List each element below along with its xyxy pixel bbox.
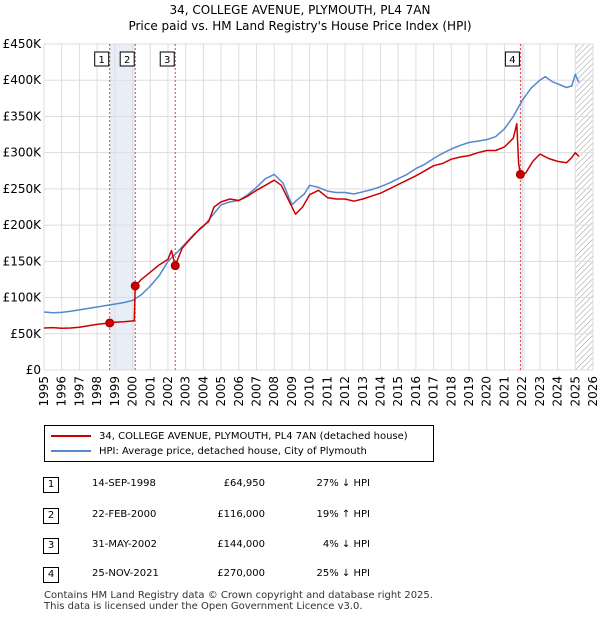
transaction-price: £116,000: [217, 509, 265, 520]
transaction-hpi: 19% ↑ HPI: [316, 509, 370, 520]
transaction-badge-label: 2: [124, 55, 130, 66]
transaction-date: 14-SEP-1998: [92, 478, 156, 489]
chart-title: 34, COLLEGE AVENUE, PLYMOUTH, PL4 7AN: [169, 3, 431, 17]
x-tick-label: 2006: [232, 376, 246, 407]
transaction-price: £144,000: [217, 539, 265, 550]
transaction-badge: 3: [43, 538, 59, 554]
legend-hpi-label: HPI: Average price, detached house, City…: [99, 445, 367, 457]
y-tick-label: £200K: [3, 218, 43, 232]
x-tick-label: 2021: [497, 376, 511, 407]
plot-area: [44, 44, 593, 370]
transaction-point: [130, 281, 140, 291]
hatched-future-region: [575, 44, 593, 370]
transaction-date: 31-MAY-2002: [92, 539, 158, 550]
x-tick-label: 2018: [444, 376, 458, 407]
transaction-point: [515, 169, 525, 179]
x-tick-label: 1998: [90, 376, 104, 407]
y-tick-label: £100K: [3, 291, 43, 305]
transaction-date: 25-NOV-2021: [92, 568, 159, 579]
shaded-ownership-period: [109, 44, 136, 370]
hpi-line: [43, 73, 580, 314]
x-tick-label: 2023: [533, 376, 547, 407]
footer-licence: This data is licensed under the Open Gov…: [44, 601, 363, 612]
x-tick-label: 2011: [320, 376, 334, 407]
transaction-badge: 1: [43, 477, 59, 493]
y-tick-label: £150K: [3, 254, 43, 268]
y-tick-label: £0: [26, 363, 41, 377]
transaction-point: [170, 261, 180, 271]
legend-hpi-swatch: [51, 450, 91, 452]
legend: 34, COLLEGE AVENUE, PLYMOUTH, PL4 7AN (d…: [44, 425, 434, 462]
x-tick-label: 2003: [179, 376, 193, 407]
transaction-hpi: 4% ↓ HPI: [322, 539, 370, 550]
transaction-badge-box: [94, 51, 110, 67]
y-tick-label: £350K: [3, 109, 43, 123]
x-tick-label: 2024: [551, 376, 565, 407]
x-tick-label: 2026: [586, 376, 600, 407]
transaction-badge-box: [504, 51, 520, 67]
transaction-date: 22-FEB-2000: [92, 509, 157, 520]
transaction-badge: 2: [43, 508, 59, 524]
transaction-badge-label: 4: [509, 55, 515, 66]
x-tick-label: 2012: [338, 376, 352, 407]
x-tick-label: 2000: [126, 376, 140, 407]
y-tick-label: £450K: [3, 37, 43, 51]
x-tick-label: 2019: [462, 376, 476, 407]
legend-hpi: HPI: Average price, detached house, City…: [51, 444, 367, 458]
footer-copyright: Contains HM Land Registry data © Crown c…: [44, 590, 433, 601]
x-tick-label: 1996: [55, 376, 69, 407]
x-tick-label: 2014: [373, 376, 387, 407]
x-tick-label: 2016: [409, 376, 423, 407]
chart-subtitle: Price paid vs. HM Land Registry's House …: [128, 19, 472, 33]
x-tick-label: 2001: [143, 376, 157, 407]
x-tick-label: 2004: [196, 376, 210, 407]
legend-price-paid-label: 34, COLLEGE AVENUE, PLYMOUTH, PL4 7AN (d…: [99, 430, 408, 442]
legend-price-paid: 34, COLLEGE AVENUE, PLYMOUTH, PL4 7AN (d…: [51, 429, 408, 443]
x-tick-label: 2002: [161, 376, 175, 407]
y-tick-label: £250K: [3, 182, 43, 196]
x-tick-label: 2020: [480, 376, 494, 407]
x-tick-label: 2008: [267, 376, 281, 407]
transaction-badge-label: 1: [99, 55, 105, 66]
x-tick-label: 2017: [427, 376, 441, 407]
transaction-hpi: 25% ↓ HPI: [316, 568, 370, 579]
x-tick-label: 2009: [285, 376, 299, 407]
price-chart: 1 2 3 4 £0 £50K £100K £150K £200K £250K £300K £350…: [3, 37, 600, 407]
x-tick-label: 2005: [214, 376, 228, 407]
transaction-badge-label: 3: [164, 55, 170, 66]
transaction-point: [105, 318, 115, 328]
transaction-price: £64,950: [223, 478, 265, 489]
transaction-badge: 4: [43, 567, 59, 583]
legend-price-paid-swatch: [51, 435, 91, 437]
transaction-badge-box: [159, 51, 175, 67]
transaction-badge-box: [119, 51, 135, 67]
y-tick-label: £300K: [3, 146, 43, 160]
x-tick-label: 2013: [356, 376, 370, 407]
transaction-hpi: 27% ↓ HPI: [316, 478, 370, 489]
x-tick-label: 2010: [303, 376, 317, 407]
x-tick-label: 2007: [250, 376, 264, 407]
x-tick-label: 2025: [568, 376, 582, 407]
x-tick-label: 1997: [72, 376, 86, 407]
x-tick-label: 1999: [108, 376, 122, 407]
x-tick-label: 2022: [515, 376, 529, 407]
x-tick-label: 1995: [37, 376, 51, 407]
y-tick-label: £50K: [10, 327, 42, 341]
transaction-price: £270,000: [217, 568, 265, 579]
y-tick-label: £400K: [3, 73, 43, 87]
x-tick-label: 2015: [391, 376, 405, 407]
